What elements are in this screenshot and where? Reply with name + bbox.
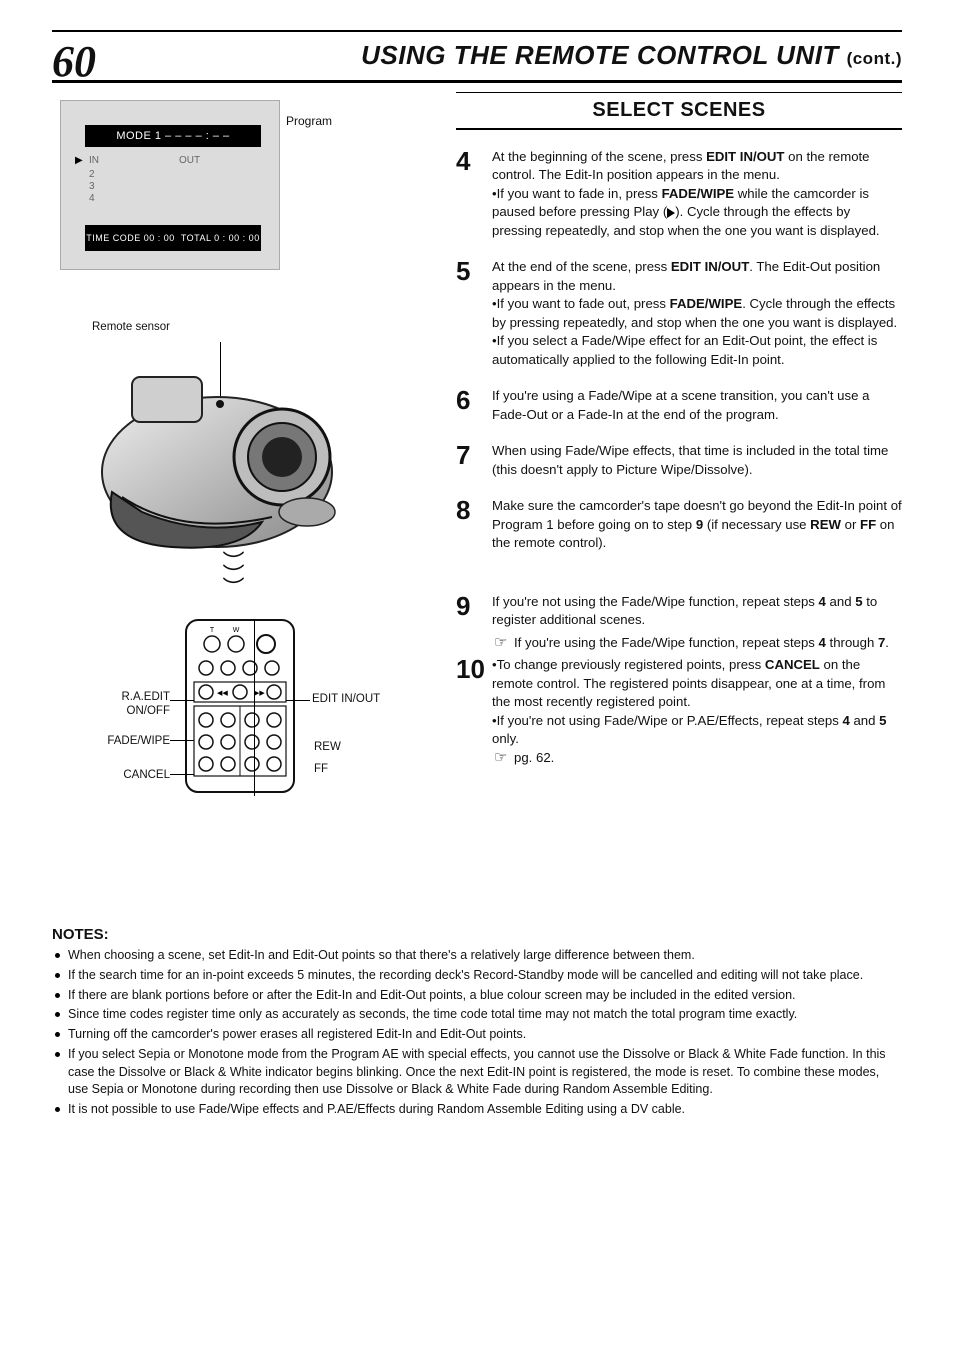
step-7-body: When using Fade/Wipe effects, that time … — [492, 442, 902, 479]
camcorder-illustration — [92, 342, 352, 562]
step-4-body: At the beginning of the scene, press EDI… — [492, 148, 902, 185]
lcd-bottom-bar: TIME CODE 00 : 00 TOTAL 0 : 00 : 00 — [85, 225, 261, 251]
header-rule-bottom — [52, 80, 902, 83]
note-item: If there are blank portions before or af… — [52, 987, 902, 1005]
remote-svg: T W ◀◀ ▶▶ — [180, 616, 300, 796]
svg-text:▶▶: ▶▶ — [254, 690, 265, 697]
header-title: USING THE REMOTE CONTROL UNIT (cont.) — [361, 40, 902, 71]
leader-vertical — [254, 620, 255, 796]
pointer-hand-icon-2: ☞ — [494, 750, 510, 765]
ir-waves-icon: ︶︶︶ — [192, 556, 272, 596]
step-10-num: 10 — [456, 656, 492, 767]
label-edit-in-out: EDIT IN/OUT — [312, 692, 432, 706]
leader-fade — [170, 740, 194, 741]
note-item: When choosing a scene, set Edit-In and E… — [52, 947, 902, 965]
notes-title: NOTES: — [52, 926, 902, 943]
step-8-num: 8 — [456, 497, 492, 552]
header-rule-top — [52, 30, 902, 32]
step-6-num: 6 — [456, 387, 492, 424]
program-label: Program — [286, 114, 332, 128]
leader-edit — [286, 700, 310, 701]
step-5-sub1: •If you want to fade out, press FADE/WIP… — [492, 295, 902, 332]
step-8: 8 Make sure the camcorder's tape doesn't… — [456, 497, 902, 552]
note-item: If the search time for an in-point excee… — [52, 967, 902, 985]
label-cancel: CANCEL — [64, 768, 170, 782]
remote-illustration: T W ◀◀ ▶▶ — [180, 616, 300, 796]
step-7-num: 7 — [456, 442, 492, 479]
lcd-caret-icon: ▶ — [75, 155, 83, 166]
select-rule-bottom — [456, 128, 902, 130]
camcorder-svg — [92, 342, 352, 562]
step-5-sub2: •If you select a Fade/Wipe effect for an… — [492, 332, 902, 369]
step-7: 7 When using Fade/Wipe effects, that tim… — [456, 442, 902, 479]
pointer-hand-icon: ☞ — [494, 635, 510, 650]
step-4: 4 At the beginning of the scene, press E… — [456, 148, 902, 185]
step-5: 5 At the end of the scene, press EDIT IN… — [456, 258, 902, 295]
step-9-hand: ☞If you're using the Fade/Wipe function,… — [492, 634, 902, 652]
lcd-out-label: OUT — [179, 155, 200, 166]
step-6-body: If you're using a Fade/Wipe at a scene t… — [492, 387, 902, 424]
select-scenes-title: SELECT SCENES — [456, 99, 902, 122]
note-item: Since time codes register time only as a… — [52, 1006, 902, 1024]
label-ff: FF — [314, 762, 434, 776]
step-10-body: •To change previously registered points,… — [492, 656, 902, 767]
step-5-body: At the end of the scene, press EDIT IN/O… — [492, 258, 902, 295]
remote-sensor-label: Remote sensor — [56, 320, 206, 334]
step-9-body: If you're not using the Fade/Wipe functi… — [492, 593, 902, 630]
lcd-menu-title: MODE 1 – – – – : – – — [85, 125, 261, 147]
step-9: 9 If you're not using the Fade/Wipe func… — [456, 593, 902, 630]
notes-section: NOTES: When choosing a scene, set Edit-I… — [52, 926, 902, 1121]
lcd-bottom-text: TIME CODE 00 : 00 TOTAL 0 : 00 : 00 — [85, 225, 261, 251]
step-6: 6 If you're using a Fade/Wipe at a scene… — [456, 387, 902, 424]
svg-text:W: W — [233, 627, 240, 634]
note-item: If you select Sepia or Monotone mode fro… — [52, 1046, 902, 1099]
step-4-num: 4 — [456, 148, 492, 185]
step-8-body: Make sure the camcorder's tape doesn't g… — [492, 497, 902, 552]
label-fade-wipe: FADE/WIPE — [64, 734, 170, 748]
header-cont: (cont.) — [847, 49, 902, 68]
svg-text:◀◀: ◀◀ — [217, 690, 228, 697]
label-rew: REW — [314, 740, 434, 754]
leader-onoff — [170, 700, 194, 701]
svg-text:T: T — [210, 627, 215, 634]
select-rule-top — [456, 92, 902, 93]
step-4-sub: •If you want to fade in, press FADE/WIPE… — [492, 185, 902, 240]
step-9-num: 9 — [456, 593, 492, 630]
leader-cancel — [170, 774, 194, 775]
lcd-screen-illustration: MODE 1 – – – – : – – ▶ IN OUT 2 3 4 TIME… — [60, 100, 280, 270]
lcd-in-label: IN — [89, 155, 99, 166]
note-item: Turning off the camcorder's power erases… — [52, 1026, 902, 1044]
step-10: 10 •To change previously registered poin… — [456, 656, 902, 767]
note-item: It is not possible to use Fade/Wipe effe… — [52, 1101, 902, 1119]
lcd-menu-bar: MODE 1 – – – – : – – — [85, 125, 261, 147]
label-raedit-onoff: R.A.EDITON/OFF — [64, 690, 170, 719]
step-5-num: 5 — [456, 258, 492, 295]
header-title-text: USING THE REMOTE CONTROL UNIT — [361, 40, 839, 70]
notes-list: When choosing a scene, set Edit-In and E… — [52, 947, 902, 1119]
